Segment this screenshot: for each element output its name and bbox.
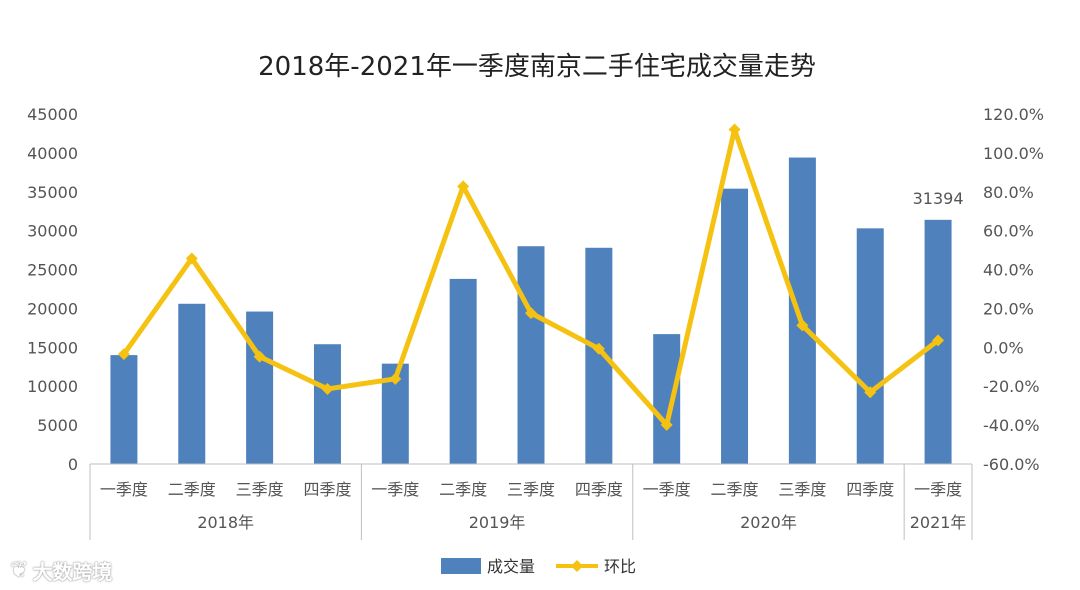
left-tick-label: 5000 <box>37 416 78 435</box>
watermark: ❦ 大数跨境 <box>10 556 112 585</box>
bar <box>246 311 274 464</box>
bar <box>788 157 816 465</box>
right-tick-label: -60.0% <box>983 455 1040 474</box>
category-label: 四季度 <box>575 480 623 499</box>
bar <box>721 188 749 464</box>
bar <box>178 303 206 464</box>
right-tick-label: -20.0% <box>983 377 1040 396</box>
bar <box>313 344 341 464</box>
right-tick-label: 100.0% <box>983 144 1044 163</box>
chart-title: 2018年-2021年一季度南京二手住宅成交量走势 <box>258 52 816 82</box>
right-axis: -60.0% -40.0% -20.0% 0.0% 20.0% 40.0% 60.0% 80.… <box>983 105 1044 474</box>
ratio-marker <box>117 348 130 361</box>
ratio-marker <box>592 342 605 355</box>
bar <box>110 355 138 464</box>
right-tick-label: 40.0% <box>983 261 1034 280</box>
right-tick-label: 80.0% <box>983 183 1034 202</box>
category-label: 一季度 <box>914 480 962 499</box>
left-tick-label: 20000 <box>27 299 78 318</box>
bar <box>449 278 477 464</box>
ratio-marker <box>796 319 809 332</box>
left-tick-label: 10000 <box>27 377 78 396</box>
category-label: 二季度 <box>168 480 216 499</box>
left-tick-label: 40000 <box>27 144 78 163</box>
left-axis: 0 5000 10000 15000 20000 25000 30000 35000 40000… <box>27 105 78 474</box>
group-label: 2020年 <box>740 513 797 532</box>
left-tick-label: 35000 <box>27 183 78 202</box>
bar <box>517 246 545 464</box>
legend-swatch-bar <box>441 558 481 574</box>
category-label: 三季度 <box>507 480 555 499</box>
x-axis: 一季度 二季度 三季度 四季度 一季度 二季度 三季度 四季度 一季度 二季度 三季度 四季度 一季度2… <box>89 463 973 540</box>
left-tick-label: 45000 <box>27 105 78 124</box>
left-tick-label: 0 <box>68 455 78 474</box>
data-label: 31394 <box>913 189 964 208</box>
ratio-marker <box>864 386 877 399</box>
left-tick-label: 15000 <box>27 338 78 357</box>
group-label: 2018年 <box>197 513 254 532</box>
legend-label: 环比 <box>604 557 636 576</box>
bar-series <box>110 157 952 465</box>
category-label: 二季度 <box>711 480 759 499</box>
right-tick-label: 0.0% <box>983 338 1024 357</box>
category-label: 四季度 <box>303 480 351 499</box>
category-label: 一季度 <box>100 480 148 499</box>
category-label: 一季度 <box>371 480 419 499</box>
ratio-marker <box>253 350 266 363</box>
left-tick-label: 30000 <box>27 222 78 241</box>
group-label: 2019年 <box>469 513 526 532</box>
category-label: 三季度 <box>236 480 284 499</box>
line-series <box>117 123 945 431</box>
category-label: 四季度 <box>846 480 894 499</box>
bar <box>856 228 884 464</box>
watermark-text: 大数跨境 <box>32 560 113 584</box>
annotations: 31394 <box>913 189 964 208</box>
ratio-marker <box>525 307 537 320</box>
bar <box>653 334 681 464</box>
ratio-marker <box>389 372 402 385</box>
right-tick-label: 120.0% <box>983 105 1044 124</box>
right-tick-label: 60.0% <box>983 222 1034 241</box>
legend-swatch-marker <box>571 560 583 572</box>
ratio-marker <box>660 418 673 431</box>
left-tick-label: 25000 <box>27 261 78 280</box>
ratio-marker <box>728 123 741 136</box>
right-tick-label: -40.0% <box>983 416 1040 435</box>
ratio-marker <box>457 180 470 193</box>
logo-icon: ❦ <box>10 558 29 583</box>
legend: 成交量 环比 <box>441 557 636 576</box>
ratio-marker <box>932 334 945 347</box>
ratio-marker <box>185 252 198 265</box>
legend-label: 成交量 <box>487 557 535 576</box>
ratio-marker <box>321 382 334 395</box>
category-label: 一季度 <box>643 480 691 499</box>
group-label: 2021年 <box>910 513 967 532</box>
right-tick-label: 20.0% <box>983 299 1034 318</box>
category-label: 三季度 <box>778 480 826 499</box>
category-label: 二季度 <box>439 480 487 499</box>
